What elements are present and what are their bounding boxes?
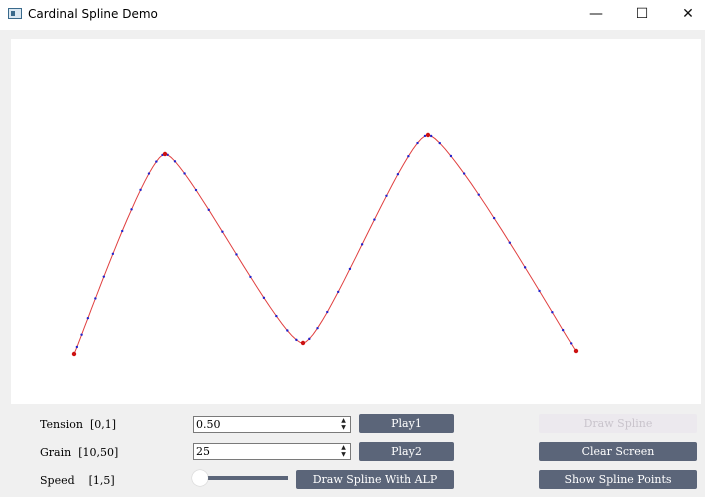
spline-sample-point — [429, 134, 433, 138]
spline-sample-point — [249, 275, 252, 279]
spline-control-point[interactable] — [425, 132, 431, 138]
spline-sample-point — [221, 230, 224, 233]
spline-sample-point — [262, 296, 266, 300]
spin-up-icon[interactable]: ▲ — [341, 444, 346, 451]
spline-sample-point — [373, 218, 376, 221]
speed-slider-track[interactable] — [200, 476, 288, 480]
spline-sample-point — [438, 141, 441, 145]
tension-label: Tension [0,1] — [40, 418, 117, 431]
spin-down-icon[interactable]: ▼ — [341, 451, 346, 458]
spline-control-point[interactable] — [162, 151, 168, 157]
grain-input[interactable] — [196, 444, 334, 459]
app-icon — [8, 8, 22, 19]
spline-sample-point — [121, 229, 124, 233]
spline-sample-point — [360, 243, 364, 246]
spline-sample-point — [477, 193, 480, 196]
spline-sample-point — [396, 173, 400, 176]
spline-control-point[interactable] — [573, 348, 579, 354]
spline-sample-point — [523, 266, 527, 269]
spline-sample-point — [561, 328, 565, 332]
spline-sample-point — [94, 297, 97, 300]
drawing-canvas[interactable] — [11, 39, 701, 404]
spline-sample-point — [275, 314, 278, 318]
spline-sample-point — [316, 326, 319, 330]
speed-slider-handle[interactable] — [192, 470, 208, 486]
spline-sample-point — [147, 172, 151, 175]
speed-label: Speed [1,5] — [40, 474, 115, 487]
spline-sample-point — [449, 154, 453, 158]
spline-sample-point — [139, 188, 142, 192]
spline-control-point[interactable] — [71, 351, 77, 357]
spline-curve — [73, 134, 577, 355]
spline-sample-point — [348, 267, 352, 271]
window-title: Cardinal Spline Demo — [28, 7, 158, 21]
grain-spinbox[interactable]: ▲ ▼ — [193, 443, 351, 460]
spline-sample-point — [385, 194, 388, 197]
grain-label: Grain [10,50] — [40, 446, 119, 459]
spline-sample-point — [462, 172, 466, 175]
spline-sample-point — [570, 342, 573, 345]
spline-sample-points — [75, 134, 573, 349]
spline-sample-point — [508, 241, 512, 244]
play1-button[interactable]: Play1 — [359, 414, 454, 433]
spin-down-icon[interactable]: ▼ — [341, 424, 346, 431]
spline-sample-point — [183, 172, 186, 175]
spline-sample-point — [86, 316, 90, 320]
tension-input[interactable] — [196, 417, 334, 432]
spline-sample-point — [235, 253, 238, 256]
spline-sample-point — [75, 345, 79, 349]
spline-sample-point — [130, 208, 133, 211]
spline-sample-point — [551, 311, 554, 314]
spline-control-points — [71, 132, 579, 357]
minimize-button[interactable]: — — [589, 6, 603, 22]
spline-sample-point — [308, 337, 311, 341]
show-spline-points-button[interactable]: Show Spline Points — [539, 470, 697, 489]
spline-plot — [71, 132, 579, 357]
close-button[interactable]: ✕ — [682, 6, 694, 22]
spline-sample-point — [286, 329, 289, 332]
title-bar: Cardinal Spline Demo — ☐ ✕ — [0, 0, 705, 30]
spline-sample-point — [407, 155, 410, 158]
spline-sample-point — [416, 141, 419, 145]
spline-sample-point — [173, 160, 177, 163]
spline-sample-point — [111, 252, 115, 256]
play2-button[interactable]: Play2 — [359, 442, 454, 461]
spline-sample-point — [207, 208, 210, 212]
spline-sample-point — [155, 160, 158, 163]
spline-sample-point — [336, 290, 340, 294]
draw-spline-button[interactable]: Draw Spline — [539, 414, 697, 433]
spline-sample-point — [194, 188, 198, 192]
grain-spin-arrows[interactable]: ▲ ▼ — [338, 445, 349, 458]
spline-sample-point — [326, 310, 329, 314]
spline-sample-point — [80, 333, 83, 336]
spline-sample-point — [492, 216, 496, 220]
tension-spinbox[interactable]: ▲ ▼ — [193, 416, 351, 433]
spin-up-icon[interactable]: ▲ — [341, 417, 346, 424]
draw-spline-alp-button[interactable]: Draw Spline With ALP — [296, 470, 454, 489]
maximize-button[interactable]: ☐ — [635, 6, 649, 22]
tension-spin-arrows[interactable]: ▲ ▼ — [338, 418, 349, 431]
spline-control-point[interactable] — [300, 340, 306, 346]
spline-sample-point — [538, 289, 541, 293]
spline-sample-point — [423, 134, 427, 138]
clear-screen-button[interactable]: Clear Screen — [539, 442, 697, 461]
spline-sample-point — [295, 338, 298, 342]
spline-sample-point — [102, 275, 106, 278]
